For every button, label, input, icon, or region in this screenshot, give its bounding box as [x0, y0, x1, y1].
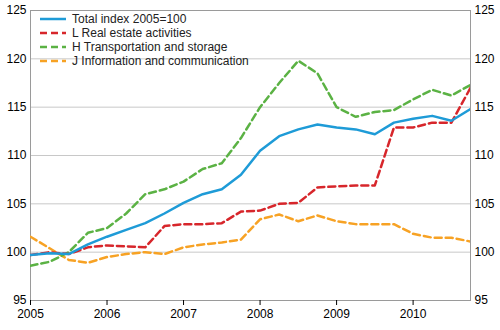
- svg-text:115: 115: [475, 100, 494, 114]
- html-text:Total index 2005=100: Total index 2005=100: [72, 12, 187, 26]
- svg-text:100: 100: [475, 245, 495, 259]
- svg-text:110: 110: [475, 148, 494, 162]
- svg-text:2005: 2005: [17, 307, 44, 321]
- svg-text:125: 125: [6, 3, 26, 17]
- svg-text:2009: 2009: [323, 307, 350, 321]
- svg-text:2010: 2010: [400, 307, 427, 321]
- svg-text:2008: 2008: [247, 307, 274, 321]
- svg-text:120: 120: [475, 52, 495, 66]
- svg-text:95: 95: [13, 293, 27, 307]
- html-text:L Real estate activities: L Real estate activities: [72, 26, 192, 40]
- svg-text:110: 110: [7, 148, 26, 162]
- svg-text:95: 95: [475, 293, 489, 307]
- svg-text:125: 125: [475, 3, 495, 17]
- svg-text:2007: 2007: [170, 307, 197, 321]
- svg-text:100: 100: [6, 245, 26, 259]
- svg-text:105: 105: [475, 197, 495, 211]
- svg-text:2006: 2006: [94, 307, 121, 321]
- svg-text:115: 115: [7, 100, 26, 114]
- svg-text:120: 120: [6, 52, 26, 66]
- html-text:H Transportation and storage: H Transportation and storage: [72, 40, 228, 54]
- svg-text:105: 105: [6, 197, 26, 211]
- html-text:J Information and communicatio: J Information and communication: [72, 54, 249, 68]
